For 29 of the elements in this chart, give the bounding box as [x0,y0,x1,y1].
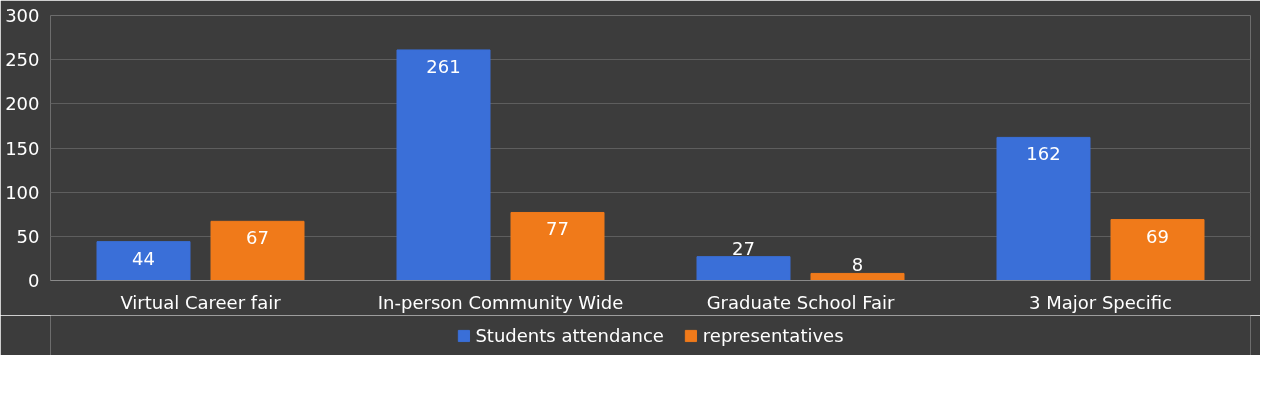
data-label: 162 [1026,143,1061,165]
bar [996,136,1091,281]
legend-label: Students attendance [475,324,664,346]
bar [210,220,305,281]
data-label: 69 [1146,225,1169,247]
data-label: 27 [732,237,755,259]
bar [696,256,791,281]
data-label: 261 [426,55,461,77]
y-tick-label: 300 [5,5,40,26]
bar [510,211,605,281]
x-tick-label: Virtual Career fair [120,291,282,313]
x-tick-label: In-person Community Wide [377,291,624,313]
bar [1110,219,1205,281]
legend-label: representatives [702,324,844,346]
data-label: 77 [546,218,569,240]
bar [396,49,491,281]
y-tick-label: 150 [5,137,40,159]
y-tick-label: 0 [28,270,40,291]
data-label: 67 [246,227,269,249]
y-tick-label: 200 [5,93,40,115]
y-tick-label: 250 [5,49,40,71]
x-tick-label: 3 Major Specific [1029,291,1172,313]
bar [810,272,905,281]
data-label: 44 [132,247,155,269]
y-tick-label: 100 [5,181,40,203]
bar [96,241,191,281]
y-tick-label: 50 [16,225,40,247]
x-tick-label: Graduate School Fair [706,291,895,313]
data-label: 8 [851,254,864,276]
